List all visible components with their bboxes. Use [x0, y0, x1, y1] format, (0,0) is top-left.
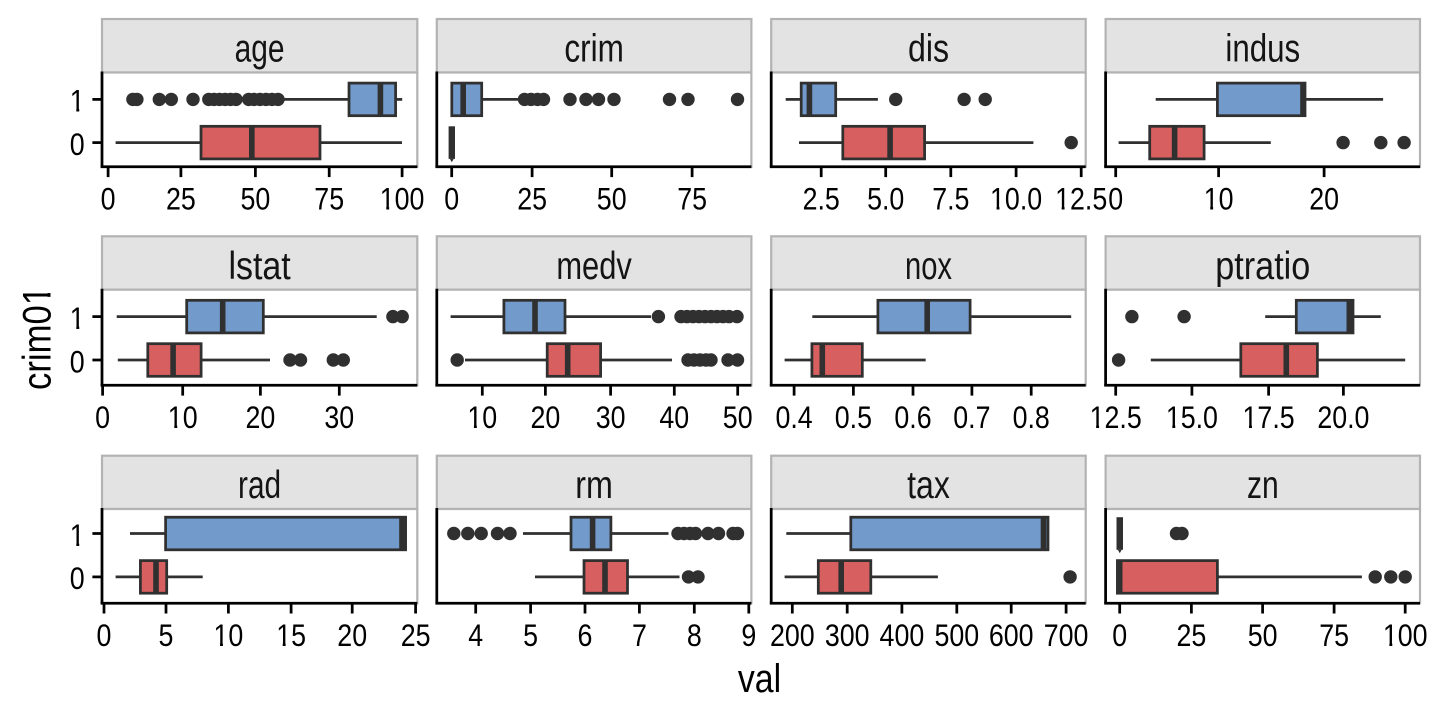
svg-text:75: 75 [677, 181, 707, 217]
svg-text:500: 500 [934, 617, 979, 653]
svg-text:0: 0 [444, 181, 459, 217]
svg-text:20: 20 [246, 399, 276, 435]
svg-text:1: 1 [70, 83, 85, 119]
svg-text:5.0: 5.0 [867, 181, 904, 217]
svg-text:2.5: 2.5 [803, 181, 840, 217]
svg-text:10: 10 [467, 399, 497, 435]
svg-text:7.5: 7.5 [932, 181, 969, 217]
svg-text:9: 9 [741, 617, 756, 653]
svg-text:10: 10 [168, 399, 198, 435]
svg-text:25: 25 [1177, 617, 1207, 653]
svg-text:ptratio: ptratio [1215, 245, 1310, 288]
svg-text:crim: crim [564, 28, 624, 71]
svg-text:10.0: 10.0 [990, 181, 1042, 217]
svg-text:75: 75 [1319, 617, 1349, 653]
svg-text:6: 6 [578, 617, 593, 653]
svg-text:medv: medv [556, 245, 632, 288]
svg-text:20: 20 [531, 399, 561, 435]
svg-text:0.8: 0.8 [1013, 399, 1050, 435]
svg-text:val: val [738, 657, 781, 701]
svg-text:300: 300 [825, 617, 870, 653]
svg-text:0: 0 [1108, 181, 1123, 217]
svg-text:12.5: 12.5 [1055, 181, 1107, 217]
svg-text:crim01: crim01 [16, 286, 60, 390]
svg-text:15.0: 15.0 [1166, 399, 1218, 435]
svg-text:0.5: 0.5 [835, 399, 872, 435]
svg-text:200: 200 [770, 617, 815, 653]
svg-text:20: 20 [337, 617, 367, 653]
svg-text:10: 10 [1204, 181, 1234, 217]
svg-text:25: 25 [166, 181, 196, 217]
svg-text:30: 30 [596, 399, 626, 435]
svg-text:0.4: 0.4 [776, 399, 813, 435]
svg-text:age: age [235, 28, 285, 71]
svg-text:20: 20 [1309, 181, 1339, 217]
svg-text:0: 0 [95, 399, 110, 435]
svg-text:50: 50 [1248, 617, 1278, 653]
svg-text:15: 15 [276, 617, 306, 653]
svg-text:25: 25 [401, 617, 431, 653]
svg-text:1: 1 [70, 517, 85, 553]
svg-text:1: 1 [70, 300, 85, 336]
svg-text:nox: nox [905, 245, 952, 288]
svg-text:lstat: lstat [228, 245, 290, 288]
svg-text:0.7: 0.7 [953, 399, 990, 435]
svg-text:5: 5 [159, 617, 174, 653]
svg-text:indus: indus [1225, 28, 1300, 71]
svg-text:0: 0 [70, 343, 85, 379]
svg-text:0: 0 [101, 181, 116, 217]
svg-text:100: 100 [380, 181, 425, 217]
svg-text:8: 8 [687, 617, 702, 653]
svg-text:7: 7 [632, 617, 647, 653]
svg-text:0: 0 [97, 617, 112, 653]
svg-text:700: 700 [1044, 617, 1089, 653]
svg-text:rad: rad [238, 464, 281, 507]
svg-text:30: 30 [324, 399, 354, 435]
svg-text:100: 100 [1383, 617, 1428, 653]
svg-text:0: 0 [70, 560, 85, 596]
svg-text:5: 5 [523, 617, 538, 653]
svg-text:50: 50 [241, 181, 271, 217]
svg-text:50: 50 [597, 181, 627, 217]
svg-text:0.6: 0.6 [894, 399, 931, 435]
svg-text:tax: tax [907, 464, 950, 507]
svg-text:10: 10 [214, 617, 244, 653]
svg-text:400: 400 [880, 617, 925, 653]
svg-text:rm: rm [575, 464, 613, 507]
svg-text:600: 600 [989, 617, 1034, 653]
svg-text:4: 4 [468, 617, 483, 653]
svg-text:0: 0 [70, 126, 85, 162]
svg-text:40: 40 [659, 399, 689, 435]
svg-text:25: 25 [517, 181, 547, 217]
svg-text:zn: zn [1247, 464, 1279, 507]
svg-text:dis: dis [908, 28, 949, 71]
svg-text:20.0: 20.0 [1317, 399, 1369, 435]
svg-text:50: 50 [723, 399, 753, 435]
svg-text:17.5: 17.5 [1243, 399, 1295, 435]
svg-text:75: 75 [314, 181, 344, 217]
svg-text:0: 0 [1112, 617, 1127, 653]
svg-text:12.5: 12.5 [1090, 399, 1142, 435]
